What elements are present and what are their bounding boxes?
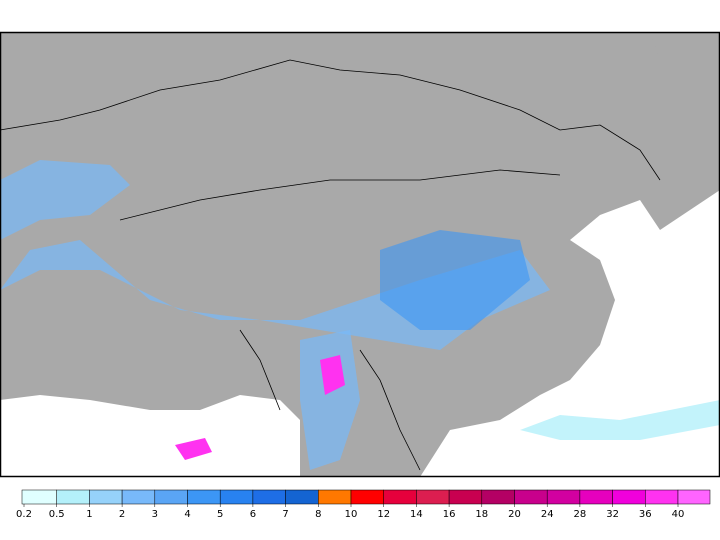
color-segment	[154, 489, 188, 505]
color-segment	[89, 489, 123, 505]
tick-label: 7	[282, 509, 288, 520]
color-segment	[121, 489, 156, 505]
color-segment	[56, 489, 90, 505]
color-segment	[645, 489, 679, 505]
color-segment	[677, 489, 711, 505]
tick-label: 24	[541, 509, 554, 520]
tick-label: 12	[377, 509, 390, 520]
color-segment	[481, 489, 515, 505]
color-segment	[21, 489, 57, 505]
tick-label: 4	[184, 509, 190, 520]
legend: 0.2 0.5 1 2 3 4 5 6 7 8 10 12 14 16 18 20 24 28 32 36 40	[16, 489, 711, 520]
tick-label: 40	[672, 509, 685, 520]
tick-label: 2	[119, 509, 125, 520]
color-segment	[383, 489, 417, 505]
rain-area	[0, 160, 130, 240]
tick-label: 3	[152, 509, 158, 520]
tick-label: 16	[443, 509, 456, 520]
color-segment	[219, 489, 254, 505]
sea	[420, 190, 720, 477]
color-segment	[187, 489, 221, 505]
tick-label: 0.2	[16, 509, 32, 520]
tick-label: 8	[315, 509, 321, 520]
color-segment	[416, 489, 450, 505]
tick-label: 18	[475, 509, 488, 520]
heavy-rain	[320, 355, 345, 395]
map	[0, 31, 720, 478]
rain-area	[520, 400, 720, 440]
color-segment	[252, 489, 286, 505]
tick-label: 5	[217, 509, 223, 520]
tick-label: 0.5	[49, 509, 65, 520]
color-segment	[579, 489, 613, 505]
color-segment	[514, 489, 548, 505]
tick-label: 10	[345, 509, 358, 520]
rain-area	[300, 330, 360, 470]
tick-label: 6	[250, 509, 256, 520]
sea	[0, 395, 300, 477]
tick-label: 14	[410, 509, 423, 520]
color-segment	[612, 489, 646, 505]
color-segment	[285, 489, 319, 505]
tick-label: 28	[574, 509, 587, 520]
land	[650, 32, 720, 90]
color-segment	[546, 489, 581, 505]
color-segment	[448, 489, 483, 505]
color-segment	[350, 489, 384, 505]
tick-label: 1	[86, 509, 92, 520]
tick-label: 36	[639, 509, 652, 520]
color-segment	[318, 489, 352, 505]
tick-label: 20	[508, 509, 521, 520]
border	[0, 59, 661, 471]
heavy-rain	[175, 438, 212, 460]
tick-label: 32	[606, 509, 619, 520]
rain-area	[380, 230, 530, 330]
